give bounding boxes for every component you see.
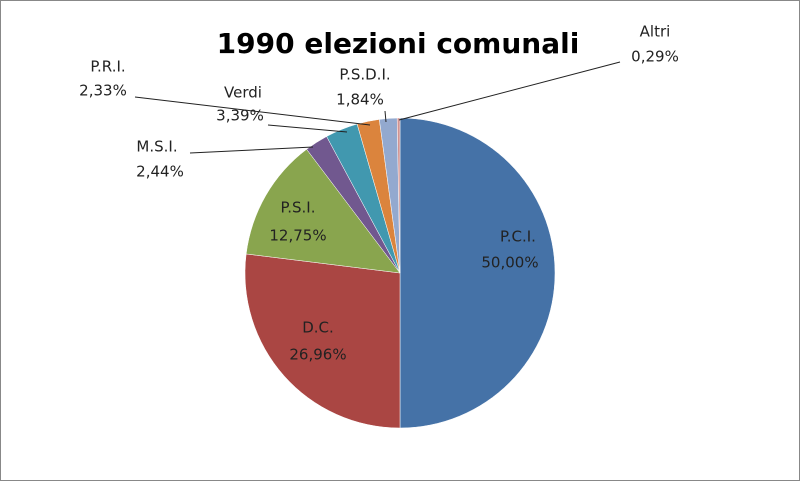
- value-label: 50,00%: [481, 254, 538, 272]
- pie-slice: [245, 148, 401, 274]
- slice-label: P.S.I.: [281, 199, 316, 217]
- value-label: 26,96%: [289, 346, 346, 364]
- slice-label: P.S.D.I.: [339, 66, 390, 84]
- pie-slice: [396, 117, 401, 274]
- slice-label: Altri: [640, 23, 671, 41]
- value-label: 2,33%: [79, 82, 127, 100]
- leader-line: [384, 110, 387, 123]
- slice-label: M.S.I.: [136, 138, 177, 156]
- leader-line: [398, 61, 621, 121]
- leader-line: [134, 96, 371, 126]
- slice-label: P.R.I.: [90, 58, 125, 76]
- pie-slice: [399, 117, 556, 429]
- value-label: 0,29%: [631, 48, 679, 66]
- value-label: 2,44%: [136, 163, 184, 181]
- chart-title: 1990 elezioni comunali: [217, 27, 580, 60]
- slice-label: D.C.: [302, 319, 334, 337]
- leader-line: [267, 124, 348, 133]
- slice-label: P.C.I.: [500, 228, 536, 246]
- pie-slice: [244, 253, 401, 429]
- value-label: 1,84%: [336, 91, 384, 109]
- slice-label: Verdi: [224, 84, 262, 102]
- leader-line: [189, 146, 314, 154]
- value-label: 12,75%: [269, 227, 326, 245]
